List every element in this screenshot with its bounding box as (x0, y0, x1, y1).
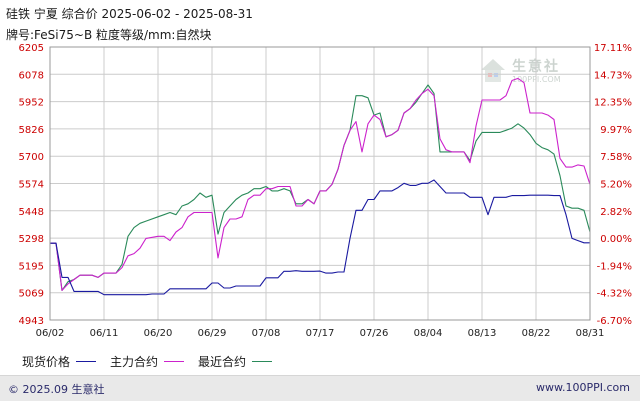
x-tick-label: 06/02 (36, 328, 65, 339)
x-tick-label: 06/20 (144, 328, 173, 339)
legend-label-main: 主力合约 (110, 355, 159, 369)
series-lines (50, 77, 591, 296)
y2-tick-label: -1.94% (597, 261, 632, 272)
x-tick-label: 06/11 (90, 328, 119, 339)
legend-item-recent: 最近合约 (198, 353, 273, 370)
y-tick-label: 6205 (19, 43, 44, 54)
legend-item-main: 主力合约 (110, 353, 185, 370)
right-axis-ticks: 17.11% 14.73% 12.35% 9.97% 7.58% 5.20% 2.82% 0.… (594, 43, 632, 327)
series-line-0 (50, 179, 590, 296)
legend-label-spot: 现货价格 (22, 355, 71, 369)
watermark-logo-icon (481, 59, 505, 82)
y-tick-label: 5574 (19, 180, 44, 191)
x-tick-label: 07/17 (306, 328, 335, 339)
y2-tick-label: -4.32% (597, 289, 632, 300)
y-tick-label: 5448 (19, 207, 44, 218)
y-tick-label: 5826 (19, 125, 44, 136)
y-tick-label: 5700 (19, 152, 44, 163)
x-tick-label: 08/31 (576, 328, 605, 339)
chart-title: 硅铁 宁夏 综合价 2025-06-02 - 2025-08-31 (6, 7, 253, 21)
x-tick-label: 06/29 (198, 328, 227, 339)
y2-tick-label: 5.20% (600, 180, 632, 191)
chart-grid (49, 46, 591, 321)
x-tick-label: 08/22 (522, 328, 551, 339)
y-tick-label: 5069 (19, 289, 44, 300)
footer-bar: © 2025.09 生意社 www.100PPI.com (0, 375, 640, 401)
legend-swatch-main (164, 361, 185, 362)
y-tick-label: 6078 (19, 70, 44, 81)
y2-tick-label: 17.11% (594, 43, 632, 54)
legend-label-recent: 最近合约 (198, 355, 247, 369)
x-tick-label: 08/04 (414, 328, 443, 339)
x-tick-label: 08/13 (468, 328, 497, 339)
x-tick-label: 07/08 (252, 328, 281, 339)
y-tick-label: 5298 (19, 234, 44, 245)
y-tick-label: 5952 (19, 98, 44, 109)
y2-tick-label: 0.00% (600, 234, 632, 245)
y2-tick-label: -6.70% (597, 316, 632, 327)
y-tick-label: 4943 (19, 316, 44, 327)
series-line-1 (50, 77, 591, 291)
y2-tick-label: 7.58% (600, 152, 632, 163)
footer-site-link[interactable]: www.100PPI.com (536, 381, 630, 394)
legend-item-spot: 现货价格 (22, 353, 97, 370)
legend-swatch-recent (252, 361, 273, 362)
legend: 现货价格 主力合约 最近合约 (22, 353, 286, 370)
plot-frame (49, 46, 591, 321)
y2-tick-label: 14.73% (594, 70, 632, 81)
legend-swatch-spot (76, 361, 97, 362)
watermark-text: 生意社 (512, 59, 560, 75)
x-axis-ticks: 06/02 06/11 06/20 06/29 07/08 07/17 07/26 08/04… (36, 328, 605, 339)
footer-copyright: © 2025.09 生意社 (8, 383, 105, 396)
y2-tick-label: 2.82% (600, 207, 632, 218)
chart-subtitle: 牌号:FeSi75~B 粒度等级/mm:自然块 (6, 28, 212, 42)
left-axis-ticks: 6205 6078 5952 5826 5700 5574 5448 5298 5195 5069… (19, 43, 44, 327)
y2-tick-label: 9.97% (600, 125, 632, 136)
y-tick-label: 5195 (19, 261, 44, 272)
x-tick-label: 07/26 (360, 328, 389, 339)
y2-tick-label: 12.35% (594, 98, 632, 109)
